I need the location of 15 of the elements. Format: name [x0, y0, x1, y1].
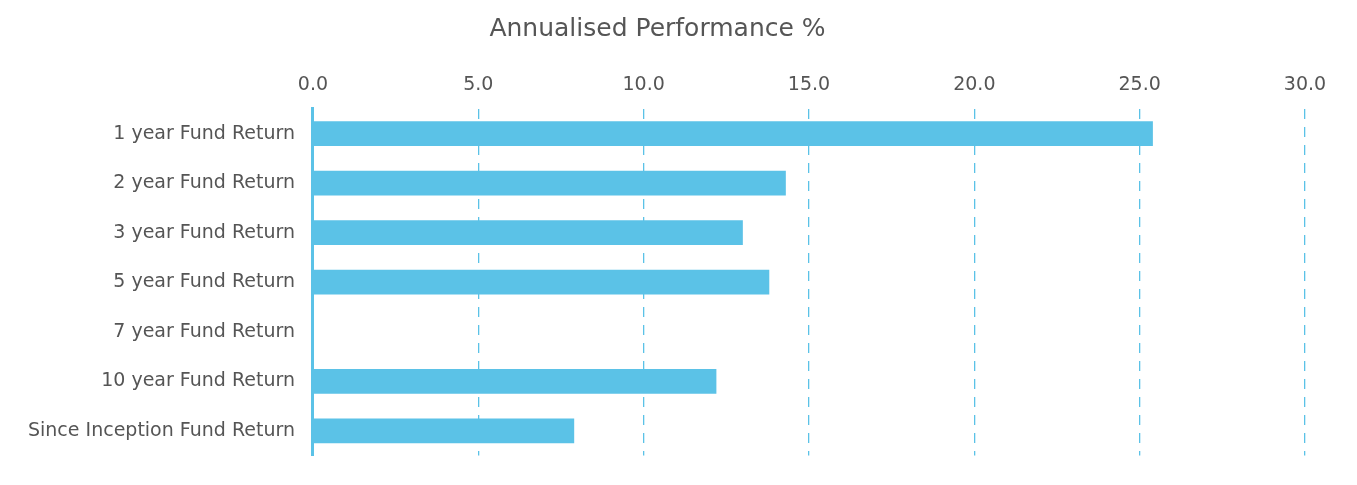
y-tick-label: 1 year Fund Return — [113, 120, 295, 143]
y-tick-label: 7 year Fund Return — [113, 318, 295, 341]
x-tick-label: 0.0 — [297, 72, 329, 95]
y-tick-label: 2 year Fund Return — [113, 170, 295, 193]
x-tick-label: 30.0 — [1283, 72, 1327, 95]
x-tick-label: 25.0 — [1118, 72, 1161, 95]
y-tick-label: 10 year Fund Return — [101, 368, 295, 391]
y-tick-label: 3 year Fund Return — [113, 219, 295, 242]
x-tick-label: 5.0 — [463, 72, 494, 95]
x-tick-label: 15.0 — [787, 72, 831, 95]
x-tick-label: 20.0 — [953, 72, 996, 95]
x-tick-label: 10.0 — [622, 72, 665, 95]
chart-title: Annualised Performance % — [489, 12, 826, 42]
y-tick-label: Since Inception Fund Return — [27, 417, 295, 440]
y-tick-label: 5 year Fund Return — [113, 269, 295, 292]
